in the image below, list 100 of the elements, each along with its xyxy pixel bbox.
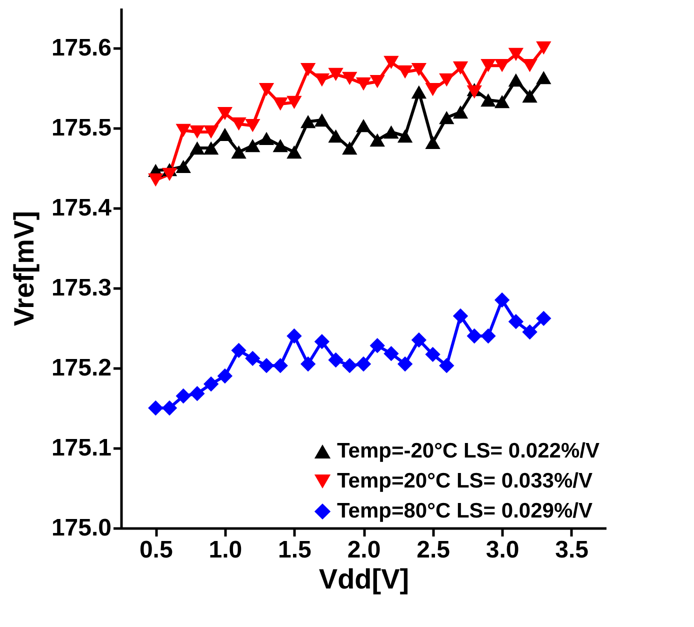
- point: [176, 160, 191, 173]
- point: [176, 124, 191, 137]
- point: [342, 358, 358, 374]
- point: [342, 72, 358, 85]
- point: [397, 65, 413, 79]
- point: [536, 71, 552, 84]
- point: [522, 324, 538, 340]
- x-tick-label: 0.5: [139, 536, 173, 564]
- point: [231, 145, 246, 159]
- point: [272, 139, 288, 152]
- y-axis-title: Vref[mV]: [8, 210, 40, 326]
- legend-label: Temp=-20°C LS= 0.022%/V: [337, 440, 600, 462]
- point: [384, 346, 399, 362]
- x-tick-label: 3.0: [486, 536, 520, 564]
- point: [300, 63, 316, 76]
- point: [286, 145, 302, 159]
- y-tick-label: 175.1: [51, 434, 112, 462]
- point: [439, 111, 454, 124]
- x-tick-label: 3.5: [555, 536, 589, 564]
- point: [272, 97, 288, 111]
- point: [258, 132, 274, 145]
- point: [217, 128, 233, 141]
- point: [245, 139, 260, 152]
- point: [452, 308, 468, 324]
- point: [494, 95, 510, 108]
- y-tick-label: 175.2: [51, 354, 112, 382]
- point: [452, 61, 468, 75]
- point: [245, 119, 260, 132]
- point: [314, 113, 330, 127]
- point: [314, 73, 330, 87]
- point: [480, 328, 496, 344]
- point: [328, 352, 344, 368]
- point: [162, 168, 178, 181]
- point: [508, 314, 524, 330]
- point: [370, 338, 385, 354]
- point: [480, 59, 496, 72]
- point: [536, 310, 552, 326]
- point: [439, 358, 454, 374]
- point: [466, 85, 482, 99]
- point: [397, 356, 413, 372]
- y-tick-label: 175.4: [51, 194, 112, 222]
- point: [162, 400, 178, 416]
- y-tick-label: 175.0: [51, 514, 112, 542]
- point: [466, 328, 482, 344]
- legend-label: Temp=20°C LS= 0.033%/V: [337, 470, 592, 492]
- point: [314, 334, 330, 350]
- point: [425, 136, 440, 149]
- point: [148, 400, 164, 416]
- point: [494, 59, 510, 72]
- point: [522, 59, 538, 72]
- point: [258, 358, 274, 374]
- point: [300, 115, 316, 128]
- point: [231, 342, 246, 358]
- x-axis-title: Vdd[V]: [318, 564, 410, 594]
- point: [286, 96, 302, 109]
- point: [397, 129, 413, 143]
- point: [217, 368, 233, 384]
- point: [370, 133, 385, 147]
- point: [190, 125, 205, 139]
- point: [231, 117, 246, 131]
- x-tick-label: 2.0: [347, 536, 381, 564]
- legend-label: Temp=80°C LS= 0.029%/V: [337, 500, 592, 522]
- point: [384, 125, 399, 139]
- point: [536, 41, 552, 55]
- point: [480, 93, 496, 107]
- point: [508, 73, 524, 87]
- point: [411, 85, 427, 99]
- point: [328, 68, 344, 81]
- point: [508, 48, 524, 61]
- point: [190, 386, 205, 402]
- point: [258, 83, 274, 96]
- point: [425, 83, 440, 96]
- point: [203, 141, 219, 155]
- point: [272, 358, 288, 374]
- point: [522, 89, 538, 103]
- point: [356, 119, 372, 132]
- point: [411, 63, 427, 76]
- x-tick-label: 2.5: [416, 536, 450, 564]
- y-tick-label: 175.6: [51, 34, 112, 62]
- point: [356, 77, 372, 91]
- point: [245, 350, 260, 366]
- x-tick-label: 1.0: [208, 536, 242, 564]
- point: [494, 292, 510, 308]
- point: [452, 105, 468, 119]
- point: [190, 141, 205, 155]
- x-tick-label: 1.5: [278, 536, 312, 564]
- point: [203, 125, 219, 139]
- point: [300, 356, 316, 372]
- point: [217, 107, 233, 120]
- y-tick-label: 175.5: [51, 114, 112, 142]
- point: [176, 388, 191, 404]
- point: [439, 73, 454, 87]
- point: [203, 376, 219, 392]
- point: [342, 141, 358, 155]
- point: [286, 328, 302, 344]
- point: [356, 356, 372, 372]
- point: [411, 332, 427, 348]
- y-tick-label: 175.3: [51, 274, 112, 302]
- point: [425, 346, 440, 362]
- point: [370, 75, 385, 88]
